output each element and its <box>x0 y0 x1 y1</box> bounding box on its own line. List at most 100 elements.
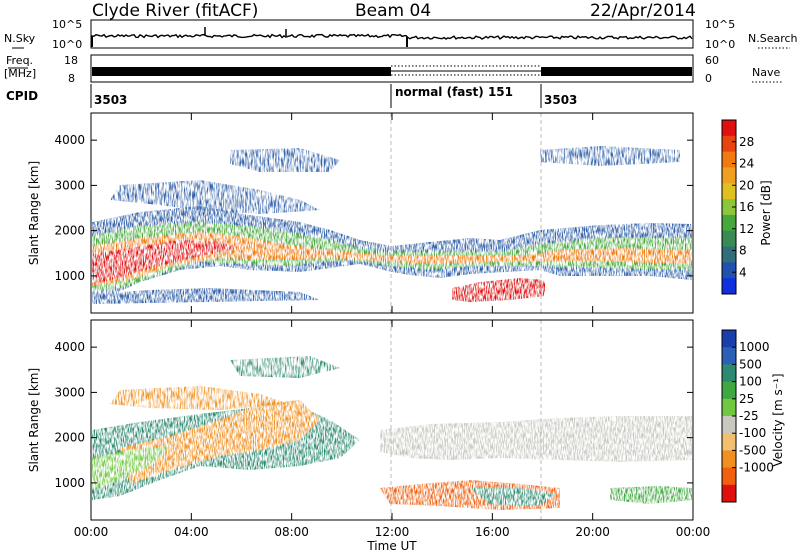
power-peak-morning <box>92 240 240 284</box>
velocity-data <box>92 356 692 510</box>
power-colorbar-tick-label: 4 <box>739 265 747 279</box>
time-axis-ticks: 00:00 04:00 08:00 12:00 16:00 20:00 00:00 <box>74 113 711 539</box>
nsky-trace <box>91 33 693 40</box>
nave-tick-top: 60 <box>705 54 719 67</box>
x-tick-label: 04:00 <box>174 525 209 539</box>
freq-panel: Freq. [MHz] 18 8 60 0 Nave <box>4 54 782 85</box>
velocity-colorbar-tick-label: 500 <box>739 357 762 371</box>
power-colorbar-swatch <box>722 120 736 137</box>
power-far-patch <box>110 180 320 214</box>
velocity-y-ticks: 1000 2000 3000 4000 <box>54 340 693 490</box>
beam-title: Beam 04 <box>355 1 431 21</box>
velocity-colorbar-swatch <box>722 330 736 348</box>
nsky-label: N.Sky <box>4 32 36 45</box>
power-peak-afternoon <box>452 278 545 302</box>
x-tick-label: 12:00 <box>375 525 410 539</box>
velocity-afternoon-green <box>470 488 556 506</box>
velocity-colorbar: 1000 500 100 25 -25 -100 -500 -1000 <box>721 329 774 503</box>
cpid-segment-3: 3503 <box>544 93 577 107</box>
x-tick-label: 16:00 <box>475 525 510 539</box>
power-far-patch <box>540 146 680 166</box>
power-colorbar-swatch <box>722 246 736 263</box>
y-tick-label: 2000 <box>54 224 85 238</box>
nsky-panel: N.Sky 10^5 10^0 10^5 10^0 N.Search <box>4 18 798 51</box>
date-title: 22/Apr/2014 <box>590 1 696 21</box>
velocity-panel: 1000 2000 3000 4000 Slant Range [km] 1000 50… <box>27 319 785 521</box>
x-tick-label: 08:00 <box>274 525 309 539</box>
velocity-green-patch <box>92 446 170 490</box>
cpid-segment-1: 3503 <box>94 93 127 107</box>
y-tick-label: 4000 <box>54 133 85 147</box>
velocity-colorbar-tick-label: 1000 <box>739 340 770 354</box>
velocity-colorbar-tick-label: -1000 <box>739 461 774 475</box>
power-colorbar: 28 24 20 16 12 8 4 <box>721 119 754 295</box>
y-tick-label: 4000 <box>54 340 85 354</box>
x-tick-label: 00:00 <box>676 525 711 539</box>
time-axis-label: Time UT <box>366 539 417 553</box>
freq-unit: [MHz] <box>4 67 36 80</box>
nsearch-tick-top: 10^5 <box>705 18 735 31</box>
velocity-colorbar-tick-label: -25 <box>739 409 759 423</box>
nsky-tick-bottom: 10^0 <box>52 38 82 51</box>
cpid-segment-2: normal (fast) 151 <box>395 85 513 99</box>
freq-band-left <box>92 67 391 76</box>
velocity-colorbar-swatch <box>722 484 736 503</box>
velocity-colorbar-swatch <box>722 450 736 469</box>
power-strong-band <box>92 232 692 286</box>
nave-label: Nave <box>752 66 780 79</box>
velocity-negative-band <box>120 400 320 484</box>
velocity-far-patch <box>110 386 290 410</box>
power-colorbar-swatch <box>722 214 736 232</box>
velocity-scatter-far <box>110 356 340 410</box>
power-colorbar-swatch <box>722 183 736 200</box>
power-far-patch <box>230 148 340 172</box>
cpid-label: CPID <box>6 89 38 103</box>
velocity-colorbar-swatch <box>722 398 736 417</box>
power-ylabel: Slant Range [km] <box>27 161 41 265</box>
power-colorbar-tick-label: 20 <box>739 178 754 192</box>
velocity-colorbar-swatch <box>722 347 736 365</box>
power-colorbar-swatch <box>722 278 736 295</box>
power-colorbar-tick-label: 28 <box>739 135 754 149</box>
x-tick-label: 00:00 <box>74 525 109 539</box>
y-tick-label: 1000 <box>54 476 85 490</box>
power-colorbar-swatch <box>722 230 736 248</box>
power-scatter-far <box>110 146 680 214</box>
power-colorbar-swatch <box>722 199 736 216</box>
velocity-far-patch <box>230 356 340 378</box>
velocity-near-zero-band <box>380 416 692 462</box>
freq-tick-bottom: 8 <box>68 72 75 85</box>
power-colorbar-tick-label: 8 <box>739 244 747 258</box>
power-colorbar-tick-label: 16 <box>739 200 754 214</box>
power-colorbar-swatch <box>722 167 736 184</box>
power-colorbar-tick-label: 12 <box>739 222 754 236</box>
power-y-ticks: 1000 2000 3000 4000 <box>54 133 693 283</box>
power-colorbar-tick-label: 24 <box>739 157 754 171</box>
velocity-colorbar-swatch <box>722 381 736 400</box>
velocity-late-patch <box>610 486 692 504</box>
y-tick-label: 3000 <box>54 178 85 192</box>
power-colorbar-swatch <box>722 262 736 279</box>
y-tick-label: 3000 <box>54 385 85 399</box>
power-colorbar-label: Power [dB] <box>759 180 773 245</box>
velocity-colorbar-tick-label: 25 <box>739 392 754 406</box>
nsky-frame <box>90 19 694 49</box>
cpid-row: CPID 3503 normal (fast) 151 3503 <box>6 84 577 108</box>
nsky-tick-top: 10^5 <box>52 18 82 31</box>
freq-band-right <box>541 67 692 76</box>
power-panel: 1000 2000 3000 4000 Slant Range [km] 28 24 20… <box>27 112 773 314</box>
velocity-colorbar-swatch <box>722 364 736 383</box>
velocity-colorbar-tick-label: -100 <box>739 426 766 440</box>
velocity-colorbar-tick-label: -500 <box>739 443 766 457</box>
station-title: Clyde River (fitACF) <box>92 1 258 21</box>
power-heatmap <box>92 206 692 304</box>
velocity-colorbar-swatch <box>722 467 736 486</box>
y-tick-label: 1000 <box>54 269 85 283</box>
velocity-ylabel: Slant Range [km] <box>27 368 41 472</box>
velocity-colorbar-label: Velocity [m s⁻¹] <box>771 373 785 466</box>
nsearch-label: N.Search <box>748 32 798 45</box>
freq-frame <box>90 54 694 83</box>
velocity-colorbar-swatch <box>722 416 736 434</box>
freq-tick-top: 18 <box>64 54 78 67</box>
